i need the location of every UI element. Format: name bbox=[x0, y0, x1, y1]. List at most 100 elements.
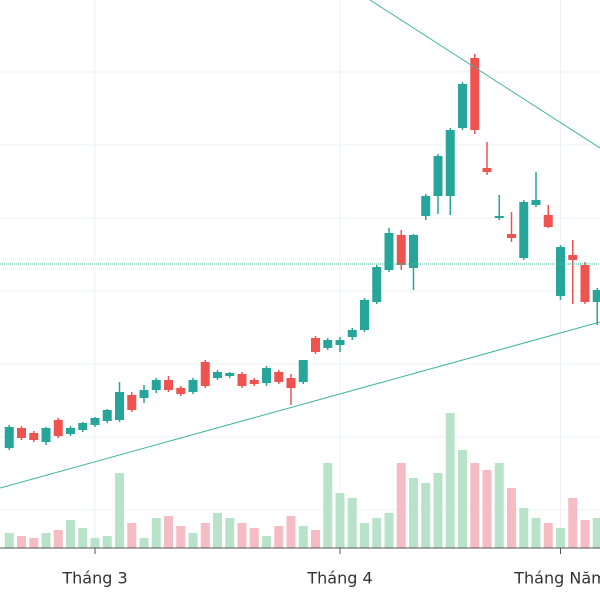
volume-bar bbox=[225, 518, 235, 548]
volume-bar bbox=[29, 538, 39, 548]
volume-bar bbox=[531, 518, 541, 548]
volume-bar bbox=[262, 536, 271, 548]
candle-body bbox=[482, 168, 492, 172]
candle-body bbox=[249, 380, 259, 384]
volume-bar bbox=[592, 518, 600, 548]
candle-body bbox=[372, 267, 382, 302]
volume-bar bbox=[139, 538, 149, 548]
volume-bar bbox=[409, 478, 418, 548]
x-tick-label: Tháng 3 bbox=[61, 569, 127, 588]
candle-body bbox=[139, 390, 149, 398]
volume-bar bbox=[482, 470, 492, 548]
candle-body bbox=[78, 423, 88, 430]
volume-bar bbox=[580, 520, 590, 548]
candle-body bbox=[323, 340, 333, 348]
volume-bar bbox=[421, 483, 431, 548]
candle-body bbox=[200, 362, 210, 386]
volume-bar bbox=[200, 523, 210, 548]
trend-line bbox=[0, 321, 600, 489]
volume-bar bbox=[494, 463, 504, 548]
candle-body bbox=[494, 216, 504, 218]
volume-bar bbox=[519, 508, 529, 548]
candle-body bbox=[384, 233, 394, 270]
candle-body bbox=[421, 196, 431, 216]
candle-body bbox=[592, 290, 600, 302]
candle-body bbox=[164, 380, 173, 390]
candle-body bbox=[409, 235, 418, 268]
volume-bar bbox=[384, 513, 394, 548]
candle-body bbox=[507, 234, 516, 238]
volume-bar bbox=[249, 528, 259, 548]
candle-body bbox=[29, 433, 39, 440]
candle-body bbox=[102, 410, 112, 421]
candle-body bbox=[347, 330, 357, 337]
candle-body bbox=[470, 58, 480, 130]
candle-body bbox=[4, 427, 14, 448]
x-tick-label: Tháng Năm bbox=[513, 569, 600, 588]
volume-bar bbox=[176, 526, 186, 548]
trend-line bbox=[369, 0, 600, 149]
volume-bar bbox=[151, 518, 161, 548]
candle-body bbox=[188, 380, 198, 392]
volume-bar bbox=[507, 488, 516, 548]
volume-bar bbox=[66, 520, 75, 548]
volume-bar bbox=[298, 526, 308, 548]
volume-bar bbox=[543, 523, 553, 548]
candle-body bbox=[543, 215, 553, 227]
candle-body bbox=[127, 395, 137, 410]
volume-bar bbox=[458, 450, 467, 548]
x-axis: Tháng 3 Tháng 4 Tháng Năm bbox=[0, 547, 600, 588]
candle-body bbox=[335, 340, 345, 345]
candle-body bbox=[213, 372, 222, 378]
candle-body bbox=[41, 428, 51, 442]
volume-bar bbox=[102, 536, 112, 548]
candle-body bbox=[17, 428, 26, 438]
volume-bar bbox=[90, 538, 100, 548]
candle-body bbox=[53, 420, 63, 436]
candle-body bbox=[225, 373, 235, 376]
candle-body bbox=[531, 200, 541, 205]
candle-body bbox=[396, 235, 406, 265]
volume-bar bbox=[286, 516, 296, 548]
candles bbox=[4, 54, 600, 450]
candle-body bbox=[433, 156, 443, 196]
volume-bar bbox=[372, 518, 382, 548]
candle-body bbox=[151, 380, 161, 390]
volume-bar bbox=[433, 473, 443, 548]
candle-body bbox=[311, 338, 320, 352]
candle-body bbox=[274, 372, 284, 382]
candle-body bbox=[262, 368, 271, 383]
grid bbox=[0, 0, 600, 548]
candle-body bbox=[568, 255, 578, 260]
volume-bar bbox=[470, 463, 480, 548]
volume-bar bbox=[323, 463, 333, 548]
volume-bar bbox=[360, 523, 369, 548]
volume-bar bbox=[17, 536, 26, 548]
volume-bar bbox=[396, 463, 406, 548]
x-tick-label: Tháng 4 bbox=[306, 569, 372, 588]
candle-body bbox=[176, 388, 186, 394]
candle-body bbox=[519, 202, 529, 258]
volume-bar bbox=[4, 533, 14, 548]
volume-bar bbox=[556, 528, 565, 548]
volume-bar bbox=[213, 513, 222, 548]
candle-body bbox=[445, 130, 455, 196]
volume-bar bbox=[188, 533, 198, 548]
volume-bar bbox=[445, 413, 455, 548]
volume-bar bbox=[335, 493, 345, 548]
candle-body bbox=[298, 360, 308, 382]
volume-bar bbox=[127, 523, 137, 548]
candle-body bbox=[286, 378, 296, 388]
volume-bar bbox=[78, 528, 88, 548]
candle-body bbox=[90, 418, 100, 425]
volume-bar bbox=[164, 516, 173, 548]
candle-body bbox=[360, 300, 369, 330]
candle-body bbox=[556, 247, 565, 296]
volume-bar bbox=[311, 530, 320, 548]
volume-bar bbox=[53, 530, 63, 548]
volume-bar bbox=[274, 526, 284, 548]
volume-bars bbox=[4, 413, 600, 548]
candle-body bbox=[458, 84, 467, 128]
volume-bar bbox=[237, 523, 247, 548]
